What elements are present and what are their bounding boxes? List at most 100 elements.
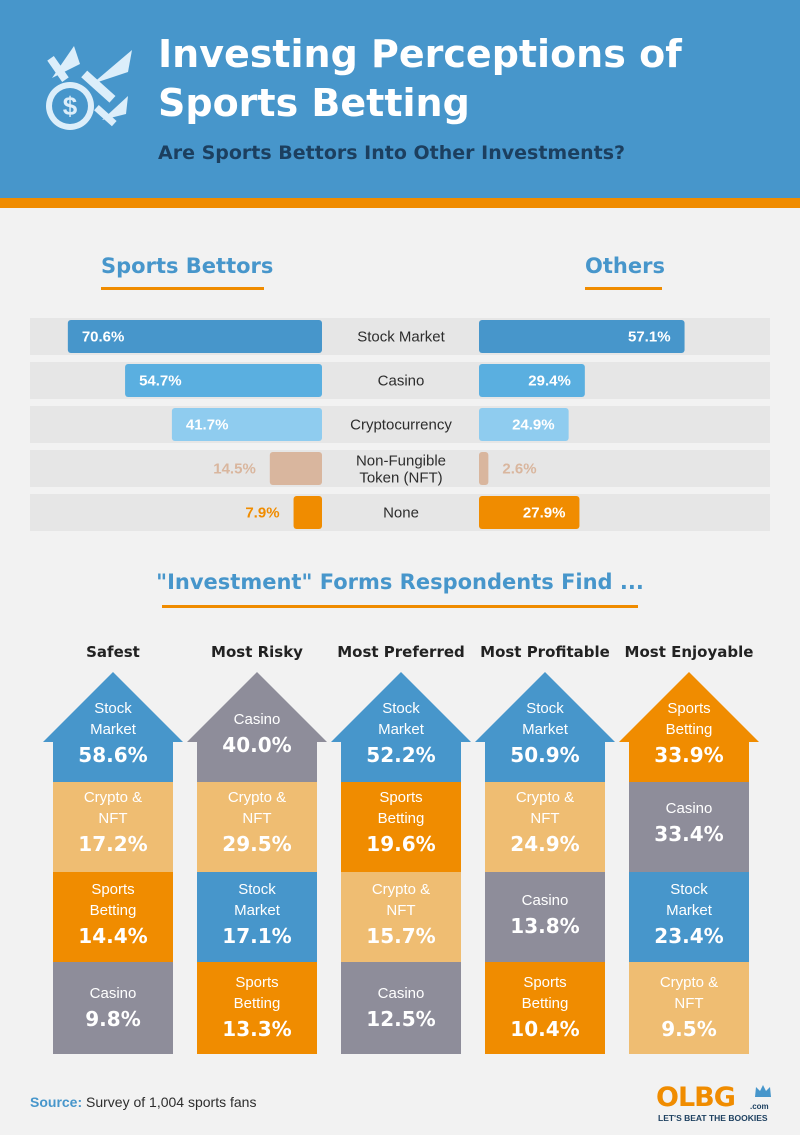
bar-left bbox=[269, 452, 322, 485]
arrow-segment-text: Stock Market 50.9% bbox=[485, 698, 605, 768]
page-subtitle: Are Sports Bettors Into Other Investment… bbox=[158, 142, 626, 164]
arrow-body-segment bbox=[197, 782, 317, 872]
arrow-segment-value: 40.0% bbox=[222, 732, 292, 757]
arrow-body-segment bbox=[341, 782, 461, 872]
arrow-segment-text: Casino 40.0% bbox=[197, 709, 317, 758]
bar-right bbox=[479, 320, 685, 353]
arrow-segment-value: 52.2% bbox=[366, 743, 436, 767]
arrow-segment-text: Sports Betting 19.6% bbox=[341, 787, 461, 857]
arrow-body-segment bbox=[485, 872, 605, 962]
dollar-growth-icon: $ bbox=[46, 46, 132, 130]
arrow-segment-text: Stock Market 23.4% bbox=[629, 879, 749, 949]
arrow-column-heading: Most Enjoyable bbox=[624, 643, 754, 661]
category-label: Casino bbox=[378, 373, 425, 390]
arrow-segment-label: Casino bbox=[233, 710, 281, 728]
group-underline-right bbox=[585, 287, 662, 290]
arrow-segment-label: Casino bbox=[89, 984, 137, 1002]
butterfly-bar-chart: 70.6% 57.1% Stock Market 54.7% 29.4% Casino 41… bbox=[30, 318, 770, 531]
arrow-segment-label: Stock Market bbox=[234, 881, 280, 919]
arrow-segment-label: Stock Market bbox=[378, 700, 424, 738]
arrow-column-heading: Most Profitable bbox=[480, 643, 610, 661]
arrow-segment-text: Crypto & NFT 24.9% bbox=[485, 787, 605, 857]
arrow-segment-text: Casino 12.5% bbox=[341, 983, 461, 1032]
arrow-body-segment bbox=[629, 782, 749, 872]
arrow-segment-text: Crypto & NFT 9.5% bbox=[629, 972, 749, 1042]
header-stripe bbox=[0, 198, 800, 208]
arrow-segment-value: 19.6% bbox=[366, 832, 436, 856]
arrow-segment-value: 9.5% bbox=[661, 1017, 717, 1041]
bar-right bbox=[479, 364, 585, 397]
arrow-segment-text: Stock Market 52.2% bbox=[341, 698, 461, 768]
arrow-segment-value: 17.2% bbox=[78, 832, 148, 856]
arrow-segment-text: Crypto & NFT 15.7% bbox=[341, 879, 461, 949]
section-title: "Investment" Forms Respondents Find ... bbox=[156, 570, 644, 594]
arrow-segment-label: Casino bbox=[377, 984, 425, 1002]
group-title-left: Sports Bettors bbox=[101, 254, 274, 278]
arrow-body-segment bbox=[629, 962, 749, 1054]
arrow-segment-value: 50.9% bbox=[510, 743, 580, 767]
bar-right-label: 57.1% bbox=[628, 329, 671, 346]
arrow-segment-text: Sports Betting 10.4% bbox=[485, 972, 605, 1042]
arrow-segment-value: 33.9% bbox=[654, 743, 724, 767]
bar-left-label: 14.5% bbox=[213, 461, 256, 478]
arrow-segment-text: Crypto & NFT 17.2% bbox=[53, 787, 173, 857]
arrow-body-segment bbox=[53, 872, 173, 962]
arrow-segment-label: Sports Betting bbox=[521, 974, 569, 1012]
arrow-segment-text: Casino 33.4% bbox=[629, 798, 749, 847]
arrow-segment-label: Stock Market bbox=[522, 700, 568, 738]
arrow-column-heading: Safest bbox=[86, 643, 140, 661]
arrow-segment-text: Stock Market 58.6% bbox=[53, 698, 173, 768]
arrow-segment-value: 29.5% bbox=[222, 832, 292, 856]
section-title-underline bbox=[162, 605, 638, 608]
arrow-segment-text: Casino 13.8% bbox=[485, 890, 605, 939]
arrow-column-heading: Most Risky bbox=[211, 643, 303, 661]
bar-right bbox=[479, 452, 489, 485]
bar-left bbox=[293, 496, 322, 529]
bar-row-bg bbox=[30, 406, 770, 443]
arrow-segment-value: 12.5% bbox=[366, 1006, 436, 1031]
bar-right bbox=[479, 496, 580, 529]
bar-row-bg bbox=[30, 450, 770, 487]
arrow-segment-label: Sports Betting bbox=[665, 700, 713, 738]
logo-tagline: LET'S BEAT THE BOOKIES bbox=[658, 1113, 768, 1123]
arrow-segment-value: 9.8% bbox=[85, 1006, 141, 1031]
arrow-segment-value: 58.6% bbox=[78, 743, 148, 767]
category-label: None bbox=[383, 505, 419, 522]
arrow-segment-value: 33.4% bbox=[654, 821, 724, 846]
arrow-segment-label: Crypto & NFT bbox=[659, 974, 719, 1012]
arrow-segment-value: 15.7% bbox=[366, 924, 436, 948]
arrow-segment-label: Crypto & NFT bbox=[371, 881, 431, 919]
svg-text:$: $ bbox=[63, 91, 78, 121]
arrow-segment-label: Casino bbox=[665, 799, 713, 817]
arrow-segment-label: Sports Betting bbox=[89, 881, 137, 919]
arrow-body-segment bbox=[197, 872, 317, 962]
arrow-body-segment bbox=[197, 962, 317, 1054]
arrow-segment-value: 13.3% bbox=[222, 1017, 292, 1041]
crown-icon bbox=[755, 1085, 771, 1097]
logo-wordmark: OLBG bbox=[656, 1082, 736, 1113]
bar-left-label: 41.7% bbox=[186, 417, 229, 434]
olbg-logo: OLBG .com LET'S BEAT THE BOOKIES bbox=[650, 1082, 780, 1126]
arrow-segment-value: 24.9% bbox=[510, 832, 580, 856]
arrow-segment-label: Crypto & NFT bbox=[515, 789, 575, 827]
page-title: Investing Perceptions of Sports Betting bbox=[158, 32, 682, 125]
arrow-segment-label: Casino bbox=[521, 891, 569, 909]
bar-right-label: 2.6% bbox=[502, 461, 536, 478]
group-title-right: Others bbox=[585, 254, 665, 278]
bar-left bbox=[125, 364, 322, 397]
bar-right bbox=[479, 408, 569, 441]
header-banner bbox=[0, 0, 800, 198]
source-note: Source: Survey of 1,004 sports fans bbox=[30, 1094, 256, 1110]
arrow-body-segment bbox=[53, 962, 173, 1054]
arrow-head-segment bbox=[475, 672, 615, 782]
arrow-segment-text: Stock Market 17.1% bbox=[197, 879, 317, 949]
arrow-segment-label: Crypto & NFT bbox=[83, 789, 143, 827]
arrow-segment-label: Sports Betting bbox=[233, 974, 281, 1012]
bar-right-label: 24.9% bbox=[512, 417, 555, 434]
arrow-body-segment bbox=[485, 962, 605, 1054]
arrow-segment-value: 14.4% bbox=[78, 924, 148, 948]
bar-left bbox=[67, 320, 322, 353]
arrow-body-segment bbox=[341, 872, 461, 962]
category-label: Non-Fungible Token (NFT) bbox=[356, 453, 446, 487]
